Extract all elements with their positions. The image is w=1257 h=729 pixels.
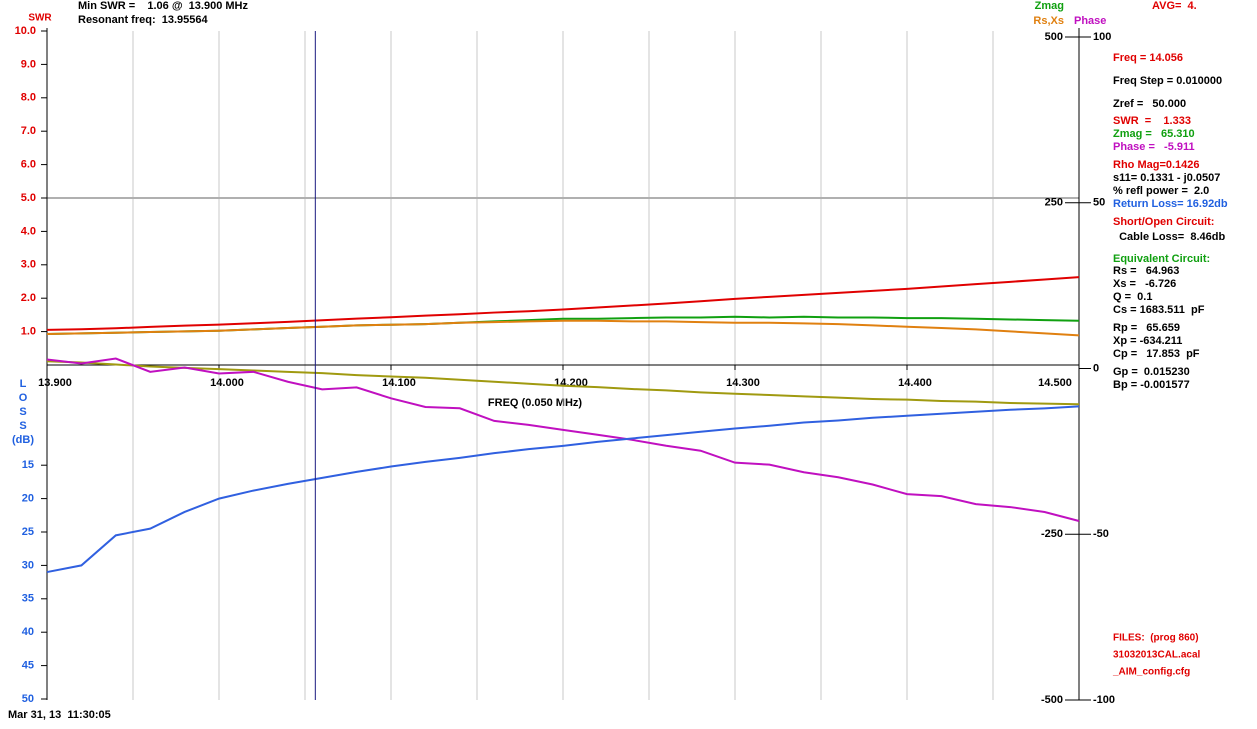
rs-xs-legend: Rs,Xs <box>1033 15 1064 27</box>
x-tick-label: 14.400 <box>898 377 932 389</box>
panel-text: Gp = 0.015230 <box>1113 366 1190 378</box>
legend-label: SWR <box>28 13 52 24</box>
panel-text: Rho Mag=0.1426 <box>1113 159 1200 171</box>
resonant-freq: Resonant freq: 13.95564 <box>78 14 208 26</box>
series-line <box>46 357 1080 522</box>
swr-tick-label: 1.0 <box>21 326 36 338</box>
phase-tick-label: -100 <box>1093 694 1115 706</box>
panel-text: Q = 0.1 <box>1113 291 1152 303</box>
swr-tick-label: 3.0 <box>21 259 36 271</box>
avg: AVG= 4. <box>1152 0 1197 12</box>
series-line <box>46 360 1080 406</box>
panel-text: Cp = 17.853 pF <box>1113 348 1200 360</box>
phase-tick-label: 0 <box>1093 362 1099 374</box>
loss-axis-label: L <box>20 378 27 390</box>
loss-tick-label: 15 <box>22 459 34 471</box>
min-swr: Min SWR = 1.06 @ 13.900 MHz <box>78 0 248 12</box>
series-line <box>46 276 1080 331</box>
panel-text: _AIM_config.cfg <box>1112 667 1190 678</box>
swr-tick-label: 10.0 <box>15 25 36 37</box>
panel-text: Rp = 65.659 <box>1113 322 1180 334</box>
panel-text: Zmag = 65.310 <box>1113 128 1195 140</box>
phase-tick-label: 100 <box>1093 31 1111 43</box>
panel-text: Zref = 50.000 <box>1113 98 1186 110</box>
loss-tick-label: 40 <box>22 626 34 638</box>
swr-tick-label: 8.0 <box>21 92 36 104</box>
swr-tick-label: 4.0 <box>21 225 36 237</box>
swr-tick-label: 9.0 <box>21 58 36 70</box>
loss-axis-label: O <box>19 392 28 404</box>
loss-tick-label: 35 <box>22 593 34 605</box>
panel-text: Bp = -0.001577 <box>1113 379 1190 391</box>
loss-axis-label: (dB) <box>12 434 34 446</box>
z-tick-label: 500 <box>1045 31 1063 43</box>
legend-label: Zmag <box>1035 0 1064 12</box>
loss-tick-label: 50 <box>22 693 34 705</box>
panel-text: FILES: (prog 860) <box>1113 633 1199 644</box>
phase-tick-label: 50 <box>1093 197 1105 209</box>
timestamp: Mar 31, 13 11:30:05 <box>8 709 111 721</box>
x-tick-label: 14.300 <box>726 377 760 389</box>
panel-text: Short/Open Circuit: <box>1113 216 1214 228</box>
legend-label: Phase <box>1074 15 1106 27</box>
panel-text: Cable Loss= 8.46db <box>1113 231 1225 243</box>
loss-tick-label: 25 <box>22 526 34 538</box>
loss-tick-label: 30 <box>22 559 34 571</box>
x-tick-label: 13.900 <box>38 377 72 389</box>
series-line <box>46 405 1080 574</box>
swr-tick-label: 7.0 <box>21 125 36 137</box>
panel-text: Cs = 1683.511 pF <box>1113 304 1205 316</box>
panel-text: 31032013CAL.acal <box>1113 650 1201 661</box>
loss-axis-label: S <box>19 420 26 432</box>
series-line <box>46 319 1080 337</box>
panel-text: Xp = -634.211 <box>1113 335 1182 347</box>
panel-text: Freq = 14.056 <box>1113 52 1183 64</box>
panel-text: Phase = -5.911 <box>1113 141 1195 153</box>
x-tick-label: 14.100 <box>382 377 416 389</box>
x-tick-label: 14.000 <box>210 377 244 389</box>
loss-tick-label: 45 <box>22 660 34 672</box>
panel-text: s11= 0.1331 - j0.0507 <box>1113 172 1220 184</box>
swr-tick-label: 6.0 <box>21 159 36 171</box>
z-tick-label: -250 <box>1041 528 1063 540</box>
loss-tick-label: 20 <box>22 493 34 505</box>
panel-text: Xs = -6.726 <box>1113 278 1176 290</box>
z-tick-label: -500 <box>1041 694 1063 706</box>
x-tick-label: 14.500 <box>1038 377 1072 389</box>
panel-text: Freq Step = 0.010000 <box>1113 75 1222 87</box>
x-axis-title: FREQ (0.050 MHz) <box>488 397 582 409</box>
panel-text: SWR = 1.333 <box>1113 115 1191 127</box>
z-tick-label: 250 <box>1045 197 1063 209</box>
panel-text: Return Loss= 16.92db <box>1113 198 1228 210</box>
swr-tick-label: 2.0 <box>21 292 36 304</box>
swr-tick-label: 5.0 <box>21 192 36 204</box>
phase-tick-label: -50 <box>1093 528 1109 540</box>
panel-text: % refl power = 2.0 <box>1113 185 1209 197</box>
panel-text: Rs = 64.963 <box>1113 265 1179 277</box>
loss-axis-label: S <box>19 406 26 418</box>
panel-text: Equivalent Circuit: <box>1113 253 1210 265</box>
